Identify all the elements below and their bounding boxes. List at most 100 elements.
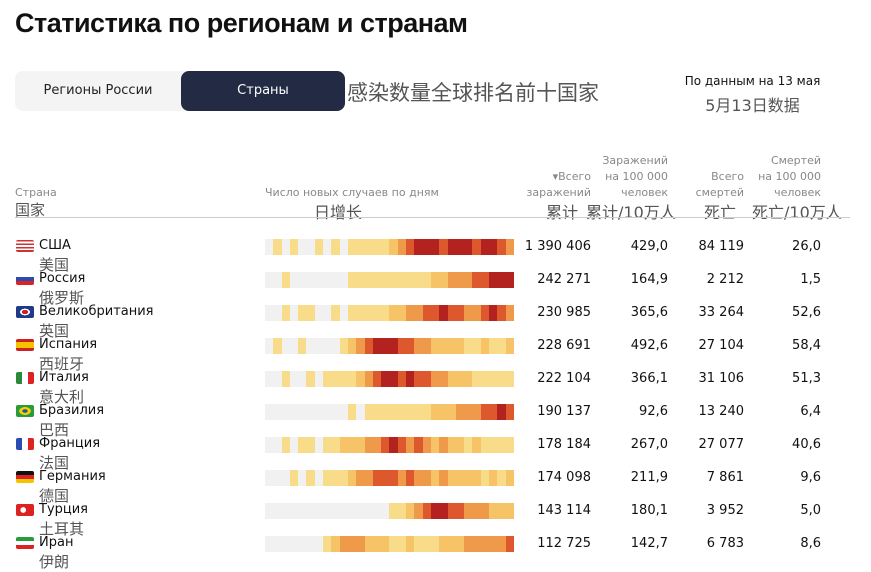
table-row[interactable]: Великобритания 英国 230 985 365,6 33 264 5… [0, 304, 871, 340]
header-deaths[interactable]: Всего смертей [664, 169, 744, 201]
header-total-line2: заражений [526, 186, 591, 199]
table-row[interactable]: США 美国 1 390 406 429,0 84 119 26,0 [0, 238, 871, 274]
heat-cell [306, 503, 315, 519]
page-title: Статистика по регионам и странам [15, 8, 468, 38]
heat-cell [497, 437, 506, 453]
heat-cell [364, 503, 373, 519]
heat-cell [397, 536, 407, 552]
heat-cell [472, 338, 481, 354]
header-deaths-zh: 死亡 [704, 203, 737, 222]
heat-cell [298, 272, 307, 288]
heat-cell [331, 305, 340, 321]
daily-heat-bar [265, 503, 514, 519]
heat-cell [289, 338, 299, 354]
data-date-zh: 5月13日数据 [705, 96, 800, 115]
heat-cell [364, 536, 373, 552]
tab-russia-regions[interactable]: Регионы России [43, 83, 153, 98]
heat-cell [364, 404, 373, 420]
h: Всего [711, 170, 744, 183]
heat-cell [430, 437, 440, 453]
heat-cell [289, 404, 299, 420]
heat-cell [497, 272, 506, 288]
heat-cell [505, 404, 514, 420]
heat-cell [480, 239, 490, 255]
heat-cell [480, 404, 490, 420]
heat-cell [314, 371, 324, 387]
country-name-zh: 巴西 [39, 421, 70, 439]
country-name-zh: 德国 [39, 487, 70, 505]
heat-cell [372, 239, 382, 255]
heat-cell [289, 536, 299, 552]
header-total[interactable]: ▾Всего заражений [500, 169, 591, 201]
tab-switcher: Регионы России Страны [15, 71, 345, 111]
heat-cell [489, 437, 498, 453]
heat-cell [505, 272, 514, 288]
country-name: США [39, 238, 71, 253]
total-deaths: 27 104 [698, 338, 745, 353]
heat-cell [422, 371, 431, 387]
heat-cell [397, 239, 407, 255]
heat-cell [372, 305, 382, 321]
heat-cell [364, 305, 373, 321]
heat-cell [298, 404, 307, 420]
heat-cell [455, 503, 465, 519]
heat-cell [389, 404, 398, 420]
heat-cell [298, 305, 307, 321]
heat-cell [489, 305, 498, 321]
total-cases: 1 390 406 [524, 239, 591, 254]
heat-cell [389, 470, 398, 486]
heat-cell [464, 338, 473, 354]
header-per100k[interactable]: Заражений на 100 000 человек [578, 153, 668, 201]
heat-cell [273, 371, 282, 387]
heat-cell [489, 272, 498, 288]
heat-cell [298, 536, 307, 552]
header-daily-zh: 日增长 [314, 203, 363, 222]
heat-cell [381, 536, 390, 552]
heat-cell [323, 404, 332, 420]
heat-cell [464, 272, 473, 288]
header-country-zh: 国家 [15, 201, 46, 219]
heat-cell [356, 371, 365, 387]
heat-cell [430, 371, 440, 387]
heat-cell [447, 338, 456, 354]
heat-cell [430, 338, 440, 354]
heat-cell [406, 536, 415, 552]
country-name: Испания [39, 337, 98, 352]
heat-cell [464, 470, 473, 486]
heat-cell [339, 503, 348, 519]
table-row[interactable]: Бразилия 巴西 190 137 92,6 13 240 6,4 [0, 403, 871, 439]
table-row[interactable]: Италия 意大利 222 104 366,1 31 106 51,3 [0, 370, 871, 406]
header-deaths100k[interactable]: Смертей на 100 000 человек [731, 153, 821, 201]
heat-cell [314, 338, 324, 354]
heat-cell [414, 536, 423, 552]
tab-countries[interactable]: Страны [181, 71, 345, 111]
total-deaths: 84 119 [698, 239, 745, 254]
total-deaths: 2 212 [706, 272, 744, 287]
heat-cell [414, 404, 423, 420]
table-row[interactable]: Россия 俄罗斯 242 271 164,9 2 212 1,5 [0, 271, 871, 307]
total-cases: 143 114 [537, 503, 591, 518]
daily-heat-bar [265, 239, 514, 255]
heat-cell [430, 503, 440, 519]
table-row[interactable]: Германия 德国 174 098 211,9 7 861 9,6 [0, 469, 871, 505]
heat-cell [364, 272, 373, 288]
heat-cell [480, 338, 490, 354]
table-row[interactable]: Испания 西班牙 228 691 492,6 27 104 58,4 [0, 337, 871, 373]
table-row[interactable]: Иран 伊朗 112 725 142,7 6 783 8,6 [0, 535, 871, 571]
heat-cell [389, 338, 398, 354]
heat-cell [323, 338, 332, 354]
heat-cell [364, 437, 373, 453]
cases-per-100k: 164,9 [630, 272, 668, 287]
heat-cell [323, 470, 332, 486]
heat-cell [397, 470, 407, 486]
heat-cell [298, 437, 307, 453]
table-row[interactable]: Турция 土耳其 143 114 180,1 3 952 5,0 [0, 502, 871, 538]
total-deaths: 3 952 [706, 503, 744, 518]
heat-cell [347, 371, 357, 387]
heat-cell [447, 239, 456, 255]
heat-cell [397, 371, 407, 387]
sort-total[interactable]: ▾Всего [552, 170, 591, 183]
heat-cell [430, 239, 440, 255]
heat-cell [364, 371, 373, 387]
table-row[interactable]: Франция 法国 178 184 267,0 27 077 40,6 [0, 436, 871, 472]
